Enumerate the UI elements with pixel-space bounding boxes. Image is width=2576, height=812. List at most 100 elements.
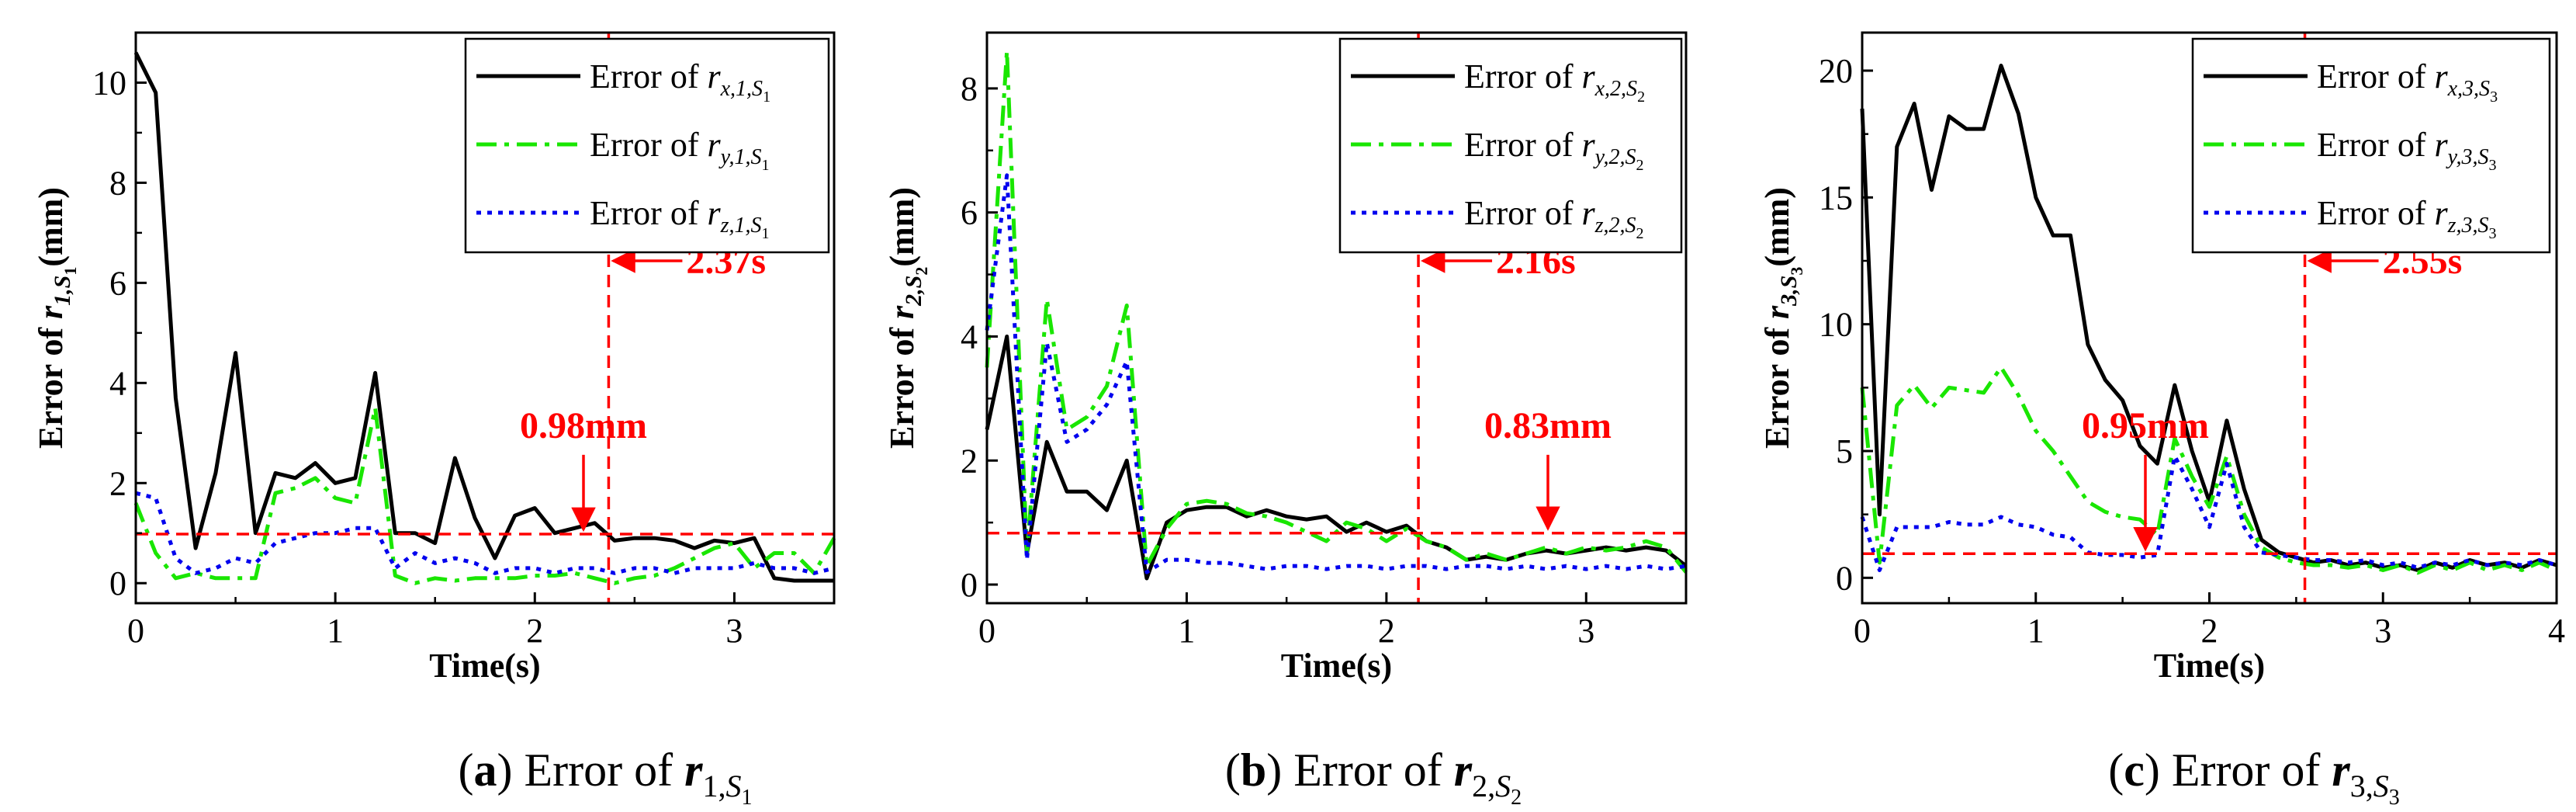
x-tick-label-b-1: 1 [1178,612,1195,650]
legend-label-c-0: Error of rx,3,S3 [2317,57,2498,106]
caption-var: r [1454,744,1473,796]
caption-sub: 2, [1472,769,1495,803]
y-axis-label-prefix: Error of [883,319,921,449]
y-axis-label-c: Error of r3,S3(mm) [1758,187,1806,449]
legend-label-prefix: Error of [2317,126,2435,164]
y-tick-label-b-3: 6 [961,194,978,232]
y-tick-label-b-1: 2 [961,442,978,480]
legend-label-c-2: Error of rz,3,S3 [2317,194,2497,242]
hline-label-a: 0.98mm [520,405,647,446]
hline-label-c: 0.95mm [2082,405,2209,446]
y-axis-label-sub: 2,S [901,276,926,307]
y-tick-label-b-2: 4 [961,318,978,356]
series-line-a-1 [133,406,836,585]
x-tick-label-a-2: 2 [526,612,543,650]
caption-subsub: S [1495,769,1511,803]
legend-label-sub: x,2,S [1594,77,1637,101]
y-axis-label-suffix: (mm) [1758,187,1796,267]
legend-label-subsub: 2 [1636,225,1644,242]
legend-label-prefix: Error of [2317,57,2435,95]
legend-label-var: r [2435,194,2449,232]
x-axis-label-b: Time(s) [1281,647,1392,685]
legend-label-prefix: Error of [1464,57,1582,95]
legend-label-a-1: Error of ry,1,S1 [590,126,770,174]
y-tick-label-a-3: 6 [109,264,126,302]
y-axis-label-suffix: (mm) [883,187,921,267]
legend-label-var: r [1582,126,1596,164]
legend-label-subsub: 1 [762,157,770,174]
series-line-b-2 [985,173,1687,574]
legend-label-sub: x,1,S [720,77,763,101]
legend-label-sub: z,3,S [2447,213,2489,238]
legend-label-subsub: 3 [2489,157,2497,174]
legend-label-c-1: Error of ry,3,S3 [2317,126,2497,174]
x-tick-label-c-1: 1 [2027,612,2045,650]
series-line-c-1 [1860,365,2558,575]
legend-label-sub: y,2,S [1593,145,1636,169]
caption-subsubsub: 1 [741,786,752,810]
x-tick-label-b-3: 3 [1577,612,1594,650]
legend-label-subsub: 3 [2490,88,2498,106]
legend-label-b-0: Error of rx,2,S2 [1464,57,1645,106]
series-line-b-0 [985,335,1688,581]
x-tick-label-a-1: 1 [327,612,344,650]
legend-label-var: r [708,126,722,164]
legend-label-prefix: Error of [590,126,708,164]
y-axis-label-a: Error of r1,S1(mm) [32,187,80,449]
x-axis-label-a: Time(s) [429,647,540,685]
series-line-a-0 [133,51,834,583]
plot-frame-b [985,31,1688,605]
legend-label-sub: y,1,S [718,145,762,169]
y-tick-label-c-3: 15 [1819,179,1853,217]
y-axis-label-var: r [1758,305,1796,319]
legend-label-b-1: Error of ry,2,S2 [1464,126,1644,174]
caption-letter: b [1241,744,1266,796]
x-tick-label-c-2: 2 [2201,612,2218,650]
legend-label-sub: z,1,S [720,213,762,238]
y-tick-label-a-5: 10 [92,64,126,102]
legend-label-sub: y,3,S [2446,145,2489,169]
legend-label-prefix: Error of [590,57,708,95]
y-tick-label-c-1: 5 [1836,432,1853,470]
y-tick-label-c-2: 10 [1819,306,1853,344]
caption-subsubsub: 2 [1511,786,1522,810]
caption-text: ) Error of [2145,744,2332,796]
legend-label-var: r [1582,194,1596,232]
legend-label-var: r [708,194,722,232]
caption-c: (c) Error of r3,S3 [2108,744,2400,810]
y-axis-label-prefix: Error of [1758,319,1796,449]
caption-b: (b) Error of r2,S2 [1225,744,1522,810]
x-tick-label-c-0: 0 [1854,612,1871,650]
caption-var: r [684,744,703,796]
legend-label-var: r [2435,57,2449,95]
legend-label-prefix: Error of [1464,126,1582,164]
legend-label-subsub: 1 [762,225,770,242]
caption-letter: c [2124,744,2145,796]
plot-frame-a [134,31,836,605]
legend-label-subsub: 3 [2489,225,2497,242]
legend-label-a-0: Error of rx,1,S1 [590,57,770,106]
series-line-a-2 [135,491,835,575]
y-axis-label-subsub: 3 [1787,267,1806,276]
caption-text: ) Error of [497,744,685,796]
y-axis-label-sub: 1,S [50,276,75,306]
y-axis-label-prefix: Error of [32,319,70,449]
caption-letter: a [474,744,497,796]
caption-var: r [2332,744,2350,796]
caption-open: ( [1225,744,1241,796]
caption-sub: 1, [702,769,725,803]
caption-subsubsub: 3 [2389,786,2400,810]
y-tick-label-a-2: 4 [109,364,126,402]
x-tick-label-a-3: 3 [725,612,743,650]
y-tick-label-a-0: 0 [109,564,126,602]
legend-label-prefix: Error of [2317,194,2435,232]
legend-label-prefix: Error of [590,194,708,232]
y-axis-label-subsub: 1 [61,267,80,276]
hline-label-b: 0.83mm [1484,405,1612,446]
y-tick-label-a-4: 8 [109,164,126,202]
legend-label-subsub: 2 [1637,88,1645,106]
legend-label-b-2: Error of rz,2,S2 [1464,194,1644,242]
